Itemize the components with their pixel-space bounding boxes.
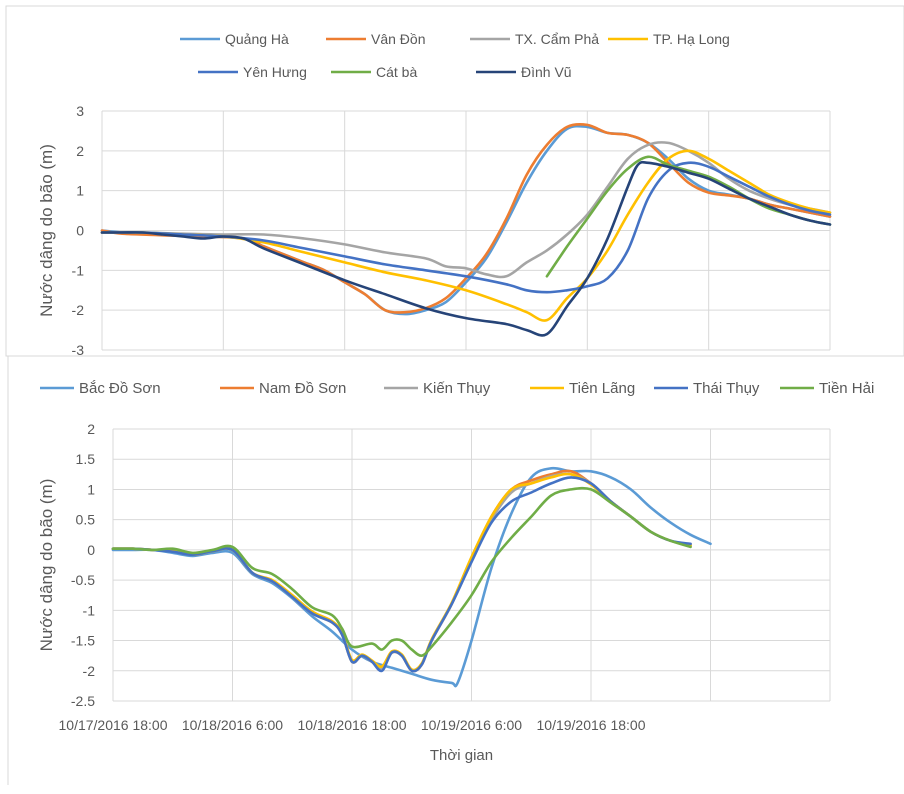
c1-legend-label-7: Đình Vũ [521,64,572,80]
c2-x-tick-label: 10/17/2016 18:00 [59,717,168,733]
c1-series-line-6 [545,155,832,278]
c2-y-tick-label: 0.5 [76,512,96,528]
c2-x-tick-label: 10/19/2016 18:00 [537,717,646,733]
c1-y-tick-label: -3 [72,342,85,358]
c2-y-tick-label: 1.5 [76,451,96,467]
c2-y-tick-label: -2.5 [71,693,95,709]
c2-y-tick-label: -0.5 [71,572,95,588]
c2-series-line-6 [111,486,692,658]
c2-x-axis-title: Thời gian [430,747,493,764]
c2-y-tick-label: -2 [83,663,96,679]
c2-legend-label-5: Thái Thụy [693,380,760,397]
c1-legend-label-2: Vân Đồn [371,31,425,47]
c2-y-tick-label: -1 [83,602,96,618]
c1-series-line-5 [100,161,832,294]
c1-y-tick-label: 2 [76,143,84,159]
c2-y-axis-title: Nước dâng do bão (m) [37,479,56,652]
c1-y-tick-label: 3 [76,103,84,119]
c2-series-line-1 [111,466,712,688]
c1-y-tick-label: -2 [72,302,85,318]
c2-y-tick-label: 0 [87,542,95,558]
c2-y-tick-label: 1 [87,481,95,497]
panel-frame-top [5,5,904,357]
c2-x-tick-label: 10/19/2016 6:00 [421,717,522,733]
c2-x-tick-label: 10/18/2016 6:00 [182,717,283,733]
c1-y-axis-title: Nước dâng do bão (m) [37,144,56,317]
c2-legend-label-2: Nam Đồ Sơn [259,380,346,397]
c1-series-line-2 [100,122,832,314]
c1-legend-label-6: Cát bà [376,64,417,80]
c1-y-tick-label: -1 [72,262,85,278]
c1-y-tick-label: 0 [76,223,84,239]
c1-series-line-3 [100,141,832,279]
c1-legend-label-1: Quảng Hà [225,31,289,47]
c2-series-line-5 [111,476,692,673]
c2-legend-label-4: Tiên Lãng [569,380,635,397]
c2-legend-label-6: Tiền Hải [819,380,874,397]
c2-legend-label-3: Kiến Thụy [423,380,491,397]
c1-y-tick-label: 1 [76,183,84,199]
c2-x-tick-label: 10/18/2016 18:00 [298,717,407,733]
c1-legend-label-3: TX. Cẩm Phả [515,31,599,47]
c1-legend-label-5: Yên Hưng [243,64,307,80]
c2-legend-label-1: Bắc Đồ Sơn [79,380,161,397]
c2-y-tick-label: -1.5 [71,633,95,649]
c2-y-tick-label: 2 [87,421,95,437]
c1-legend-label-4: TP. Hạ Long [653,31,730,47]
c1-series-line-7 [100,160,832,337]
c1-series-line-4 [100,149,832,322]
